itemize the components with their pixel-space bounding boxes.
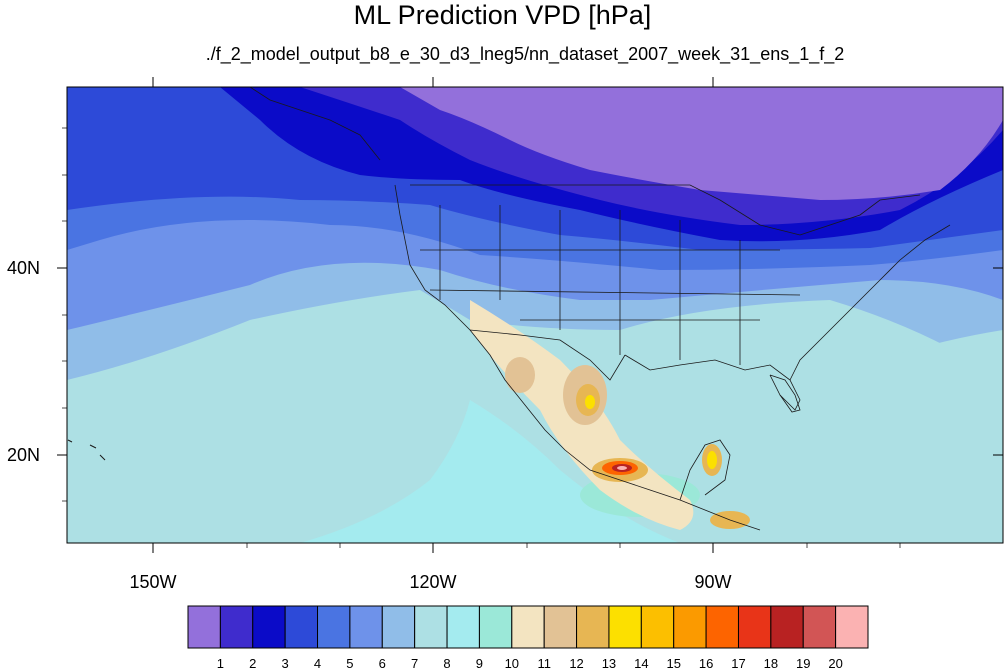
gulf-coast (624, 354, 801, 411)
west-coast (394, 184, 761, 531)
colorbar-swatch (284, 605, 319, 649)
colorbar-tick-label: 4 (313, 656, 322, 671)
colorbar-swatch (640, 605, 675, 649)
alaska-coast (249, 87, 381, 161)
colorbar-swatch (770, 605, 804, 649)
colorbar-swatch (478, 605, 513, 649)
colorbar-swatch (317, 605, 351, 649)
colorbar-swatch (511, 605, 545, 649)
lon-label-150w: 150W (129, 572, 177, 592)
colorbar-tick-label: 16 (698, 656, 714, 671)
colorbar-tick-label: 13 (601, 656, 617, 671)
colorbar-tick-label: 14 (634, 656, 649, 671)
field-tropics (300, 400, 680, 543)
colorbar-tick-label: 12 (569, 656, 584, 671)
lon-label-120w: 120W (409, 572, 457, 592)
colorbar-swatch (576, 605, 610, 649)
colorbar-tick-label: 11 (537, 656, 551, 671)
colorbar-tick-label: 2 (249, 656, 257, 671)
colorbar-tick-label: 3 (281, 656, 289, 671)
colorbar-tick-label: 19 (796, 656, 811, 671)
east-coast (789, 224, 951, 381)
colorbar-tick-label: 1 (216, 656, 224, 671)
colorbar-swatch (543, 605, 578, 649)
yucatan (679, 439, 731, 501)
map-title: ML Prediction VPD [hPa] (353, 0, 652, 30)
colorbar-swatch (608, 605, 642, 649)
state-lines-1 (439, 205, 741, 365)
colorbar-tick-label: 18 (763, 656, 779, 671)
colorbar-swatch (219, 605, 254, 649)
colorbar-swatch (381, 605, 416, 649)
colorbar-tick-label: 7 (411, 656, 419, 671)
hawaii (67, 439, 106, 461)
field-gulf (620, 330, 1003, 543)
colorbar-tick-label: 10 (504, 656, 520, 671)
us-canada-border (410, 184, 921, 236)
colorbar-swatch (414, 605, 448, 649)
map-subtitle: ./f_2_model_output_b8_e_30_d3_lneg5/nn_d… (205, 44, 845, 64)
colorbar-swatch (187, 605, 221, 649)
colorbar-tick-label: 5 (346, 656, 354, 671)
colorbar-swatch (705, 605, 739, 649)
colorbar-swatch (673, 605, 707, 649)
vpd-map (57, 77, 1004, 553)
florida (769, 374, 801, 413)
field-level-1 (400, 87, 1003, 200)
field-baja (476, 329, 504, 341)
field-level-20 (617, 466, 627, 470)
colorbar-tick-label: 17 (731, 656, 746, 671)
colorbar-swatch (446, 605, 480, 649)
state-lines-2 (420, 249, 801, 321)
colorbar-tick-label: 9 (475, 656, 484, 671)
colorbar-swatch (737, 605, 772, 649)
colorbar-tick-label: 15 (666, 656, 681, 671)
us-mexico-border (469, 329, 626, 381)
lat-label-20n: 20N (6, 445, 40, 465)
lon-label-90w: 90W (694, 572, 732, 592)
field-yucatan-core (707, 451, 717, 469)
colorbar-swatch (802, 605, 837, 649)
colorbar (187, 605, 869, 649)
colorbar-swatch (349, 605, 383, 649)
colorbar-tick-label: 20 (828, 656, 843, 671)
colorbar-swatch (835, 605, 869, 649)
colorbar-tick-label: 6 (378, 656, 386, 671)
lat-label-40n: 40N (6, 258, 40, 278)
colorbar-tick-label: 8 (443, 656, 451, 671)
field-level-14a (585, 395, 595, 409)
field-level-12b (505, 357, 535, 393)
colorbar-swatch (252, 605, 286, 649)
